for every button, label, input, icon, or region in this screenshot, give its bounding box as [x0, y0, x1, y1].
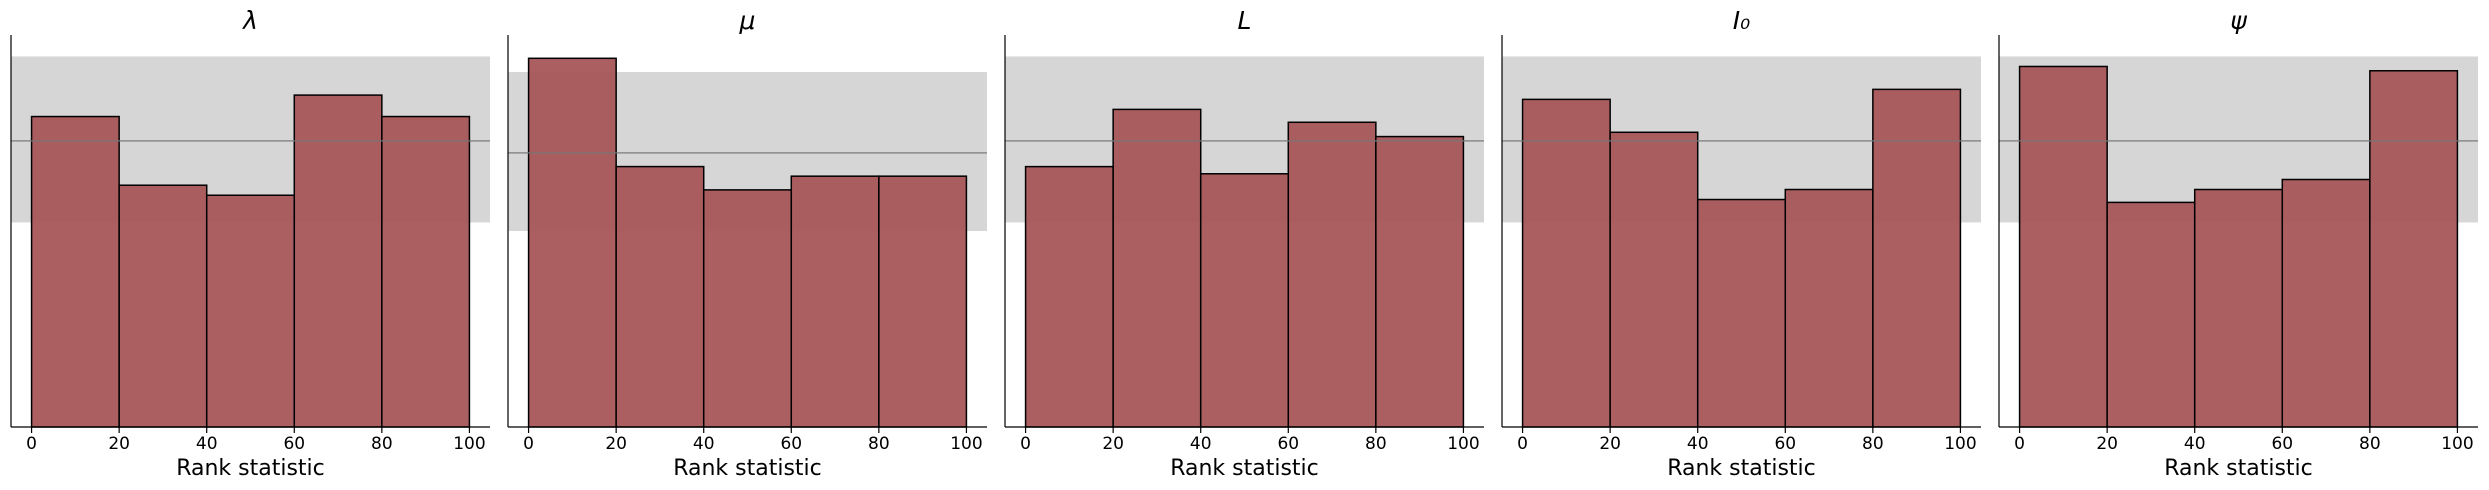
x-axis-label: Rank statistic	[1667, 456, 1816, 481]
x-tick-label: 100	[1944, 434, 1976, 454]
bar	[293, 94, 383, 428]
bar	[1287, 121, 1377, 428]
x-tick-label: 20	[108, 434, 130, 454]
bar	[2193, 188, 2284, 428]
x-tick-label: 80	[2359, 434, 2381, 454]
bar	[790, 175, 880, 428]
x-tick-label: 40	[2184, 434, 2206, 454]
panel-title: L	[1238, 6, 1252, 35]
x-tick-label: 60	[1774, 434, 1796, 454]
bar	[1872, 88, 1962, 428]
x-tick-label: 80	[1365, 434, 1387, 454]
x-tick-label: 60	[1277, 434, 1299, 454]
x-axis-label: Rank statistic	[1170, 456, 1319, 481]
x-tick-label: 60	[2271, 434, 2293, 454]
x-tick-label: 20	[2096, 434, 2118, 454]
bar	[2106, 201, 2196, 428]
x-tick-label: 80	[371, 434, 393, 454]
x-tick-label: 100	[453, 434, 485, 454]
x-axis-label: Rank statistic	[176, 456, 325, 481]
x-tick-label: 40	[1190, 434, 1212, 454]
x-tick-label: 0	[523, 434, 534, 454]
bar	[702, 189, 793, 428]
panel-title: λ	[241, 6, 258, 35]
bar	[1375, 135, 1465, 428]
panel-title: ψ	[2230, 6, 2247, 35]
bar	[1609, 131, 1699, 428]
x-tick-label: 0	[1020, 434, 1031, 454]
x-tick-label: 0	[1517, 434, 1528, 454]
bar	[118, 184, 208, 428]
bar	[1784, 188, 1874, 428]
x-tick-label: 20	[1102, 434, 1124, 454]
bar	[1199, 173, 1290, 428]
x-tick-label: 20	[1599, 434, 1621, 454]
bar	[1112, 108, 1202, 428]
x-axis-label: Rank statistic	[673, 456, 822, 481]
x-tick-label: 100	[950, 434, 982, 454]
bar	[615, 165, 705, 428]
x-tick-label: 40	[693, 434, 715, 454]
bar	[1696, 198, 1787, 428]
bar	[1521, 98, 1611, 428]
panel-title: μ	[739, 6, 756, 35]
bar	[527, 57, 617, 428]
x-tick-label: 80	[1862, 434, 1884, 454]
bar	[1024, 165, 1114, 428]
x-tick-label: 100	[1447, 434, 1479, 454]
bar	[2018, 65, 2108, 428]
x-tick-label: 0	[26, 434, 37, 454]
bar	[205, 194, 296, 428]
x-tick-label: 60	[780, 434, 802, 454]
bar	[2369, 70, 2459, 428]
x-tick-label: 40	[1687, 434, 1709, 454]
panel-title: I₀	[1733, 6, 1750, 35]
x-tick-label: 20	[605, 434, 627, 454]
bar	[2281, 178, 2371, 428]
x-tick-label: 60	[283, 434, 305, 454]
bar	[30, 115, 120, 428]
bar	[878, 175, 968, 428]
bar	[381, 115, 471, 428]
x-tick-label: 80	[868, 434, 890, 454]
x-tick-label: 40	[196, 434, 218, 454]
x-tick-label: 100	[2441, 434, 2473, 454]
x-axis-label: Rank statistic	[2164, 456, 2313, 481]
x-tick-label: 0	[2014, 434, 2025, 454]
